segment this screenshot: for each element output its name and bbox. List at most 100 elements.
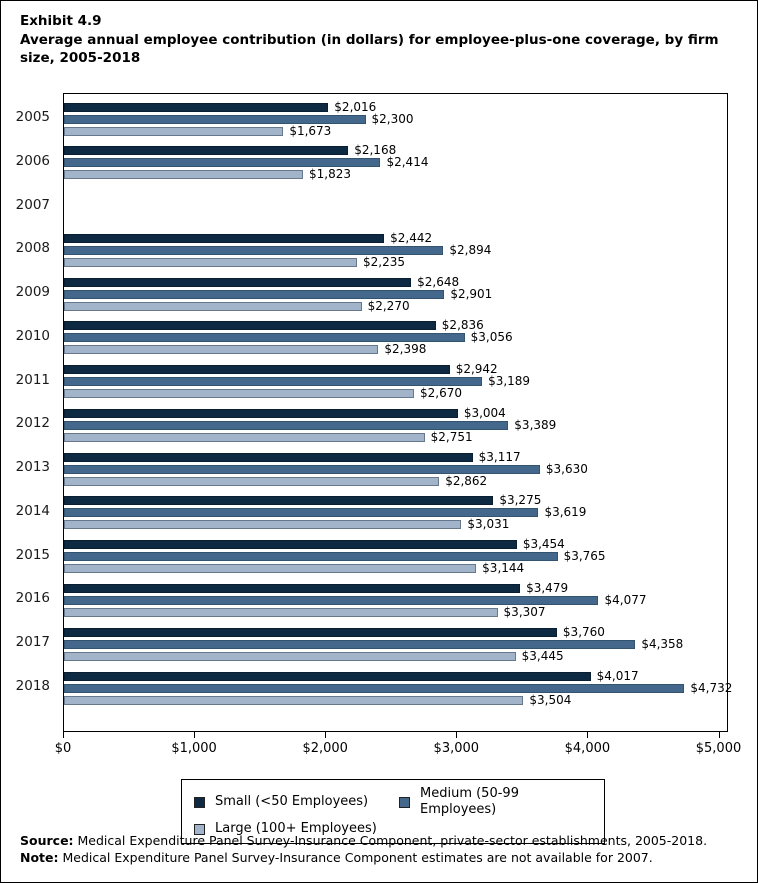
bar-2012-medium [64, 420, 509, 430]
bar-value-label-2010-medium: $3,056 [470, 330, 513, 345]
bar-value-label-2018-large: $3,504 [529, 692, 572, 707]
year-label-2018: 2018 [15, 678, 50, 694]
bar-2016-small [64, 583, 521, 593]
bar-2015-large [64, 564, 477, 574]
source-label: Source: [20, 833, 74, 848]
legend-label-large: Large (100+ Employees) [215, 821, 377, 836]
bar-value-label-2009-small: $2,648 [417, 274, 460, 289]
bar-2014-medium [64, 508, 539, 518]
bar-value-label-2012-small: $3,004 [463, 405, 506, 420]
bar-value-label-2017-small: $3,760 [562, 624, 605, 639]
bar-2005-medium [64, 114, 366, 124]
x-axis-tick-$4,000 [587, 732, 589, 738]
bar-value-label-2011-small: $2,942 [455, 362, 498, 377]
bar-2018-small [64, 671, 591, 681]
year-label-2014: 2014 [15, 502, 50, 519]
bar-2008-large [64, 257, 357, 267]
legend: Small (<50 Employees) Medium (50-99 Emplo… [181, 779, 605, 844]
bar-value-label-2013-medium: $3,630 [545, 461, 588, 476]
source-text: Medical Expenditure Panel Survey-Insuran… [73, 833, 708, 848]
note-line: Note: Medical Expenditure Panel Survey-I… [20, 850, 744, 867]
bar-2013-large [64, 476, 440, 486]
note-text: Medical Expenditure Panel Survey-Insuran… [58, 849, 653, 865]
bar-value-label-2013-small: $3,117 [478, 449, 521, 464]
x-axis-tick-label-$5,000: $5,000 [695, 741, 742, 756]
bar-2011-large [64, 389, 415, 399]
bar-value-label-2018-small: $4,017 [596, 668, 639, 683]
x-axis-tick-$2,000 [325, 732, 327, 738]
bar-2016-medium [64, 595, 599, 605]
x-axis-tick-label-$4,000: $4,000 [564, 741, 611, 756]
source-line: Source: Medical Expenditure Panel Survey… [20, 833, 744, 850]
bar-value-label-2008-medium: $2,894 [449, 242, 492, 257]
bar-value-label-2014-small: $3,275 [499, 493, 542, 508]
x-axis-tick-$0 [63, 732, 64, 738]
bar-value-label-2012-large: $2,751 [430, 429, 473, 444]
bar-2009-small [64, 277, 412, 287]
x-axis-tick-label-$2,000: $2,000 [302, 741, 348, 756]
bar-value-label-2006-medium: $2,414 [386, 155, 429, 170]
year-label-2017: 2017 [15, 634, 50, 651]
bar-value-label-2009-medium: $2,901 [450, 286, 493, 301]
bar-value-label-2008-large: $2,235 [363, 254, 405, 269]
y-axis-year-labels: 2005 2006 2007 2008 2009 2010 2011 2012 2013 2014… [1, 93, 56, 732]
bar-value-label-2006-large: $1,823 [308, 167, 351, 182]
bar-value-label-2016-small: $3,479 [526, 580, 569, 595]
year-label-2006: 2006 [15, 152, 50, 169]
bar-value-label-2017-medium: $4,358 [641, 636, 684, 651]
bar-2015-small [64, 540, 517, 550]
bar-value-label-2015-medium: $3,765 [563, 549, 606, 564]
legend-swatch-large [194, 823, 205, 835]
x-axis: $0 $1,000 $2,000 $3,000 $4,000 $5,000 [55, 732, 741, 762]
bar-value-label-2008-small: $2,442 [390, 230, 433, 245]
x-axis-tick-$5,000 [718, 732, 720, 738]
x-axis-tick-label-$3,000: $3,000 [433, 741, 480, 756]
x-axis-tick-label-$0: $0 [54, 741, 72, 756]
bar-value-label-2006-small: $2,168 [354, 143, 397, 158]
bar-value-label-2005-small: $2,016 [334, 99, 377, 114]
bar-value-label-2005-large: $1,673 [289, 123, 332, 138]
year-label-2013: 2013 [15, 459, 50, 476]
bar-value-label-2016-medium: $4,077 [604, 592, 647, 607]
bar-2012-large [64, 432, 425, 442]
year-label-2016: 2016 [15, 590, 50, 607]
bar-value-label-2012-medium: $3,389 [514, 417, 557, 432]
year-label-2011: 2011 [15, 371, 50, 388]
bar-value-label-2014-large: $3,031 [467, 517, 510, 532]
bar-value-label-2015-small: $3,454 [522, 537, 565, 552]
bar-2005-large [64, 126, 284, 136]
bar-2014-small [64, 496, 494, 506]
bar-2018-medium [64, 683, 685, 693]
bar-2016-large [64, 607, 498, 617]
bar-2010-large [64, 345, 379, 355]
bar-2009-large [64, 301, 362, 311]
bar-2010-small [64, 321, 436, 331]
legend-label-medium: Medium (50-99 Employees) [420, 786, 519, 817]
legend-swatch-small [194, 796, 205, 808]
plot-area: $2,016 $2,300 $1,673 $2,168 $2,414 $1,823 $2,4… [63, 93, 732, 732]
year-label-2007: 2007 [15, 196, 50, 213]
bar-2012-small [64, 408, 458, 418]
bar-value-label-2005-medium: $2,300 [371, 111, 414, 126]
legend-item-large: Large (100+ Employees) [194, 821, 399, 837]
legend-label-small: Small (<50 Employees) [215, 794, 369, 809]
bar-2017-large [64, 651, 516, 661]
year-label-2012: 2012 [15, 415, 50, 432]
year-label-2010: 2010 [15, 327, 50, 344]
year-label-2005: 2005 [15, 109, 50, 125]
bar-2006-large [64, 170, 303, 180]
bar-value-label-2011-medium: $3,189 [488, 374, 531, 389]
bar-2010-medium [64, 333, 465, 343]
bar-2015-medium [64, 552, 558, 562]
bar-value-label-2017-large: $3,445 [521, 648, 564, 663]
year-label-2008: 2008 [15, 240, 50, 257]
legend-item-small: Small (<50 Employees) [194, 786, 399, 818]
legend-item-medium: Medium (50-99 Employees) [399, 786, 598, 818]
legend-swatch-medium [399, 796, 410, 808]
bar-2006-medium [64, 158, 381, 168]
bar-2006-small [64, 146, 349, 156]
bar-2017-medium [64, 639, 636, 649]
bar-2008-medium [64, 245, 444, 255]
x-axis-tick-$3,000 [456, 732, 458, 738]
